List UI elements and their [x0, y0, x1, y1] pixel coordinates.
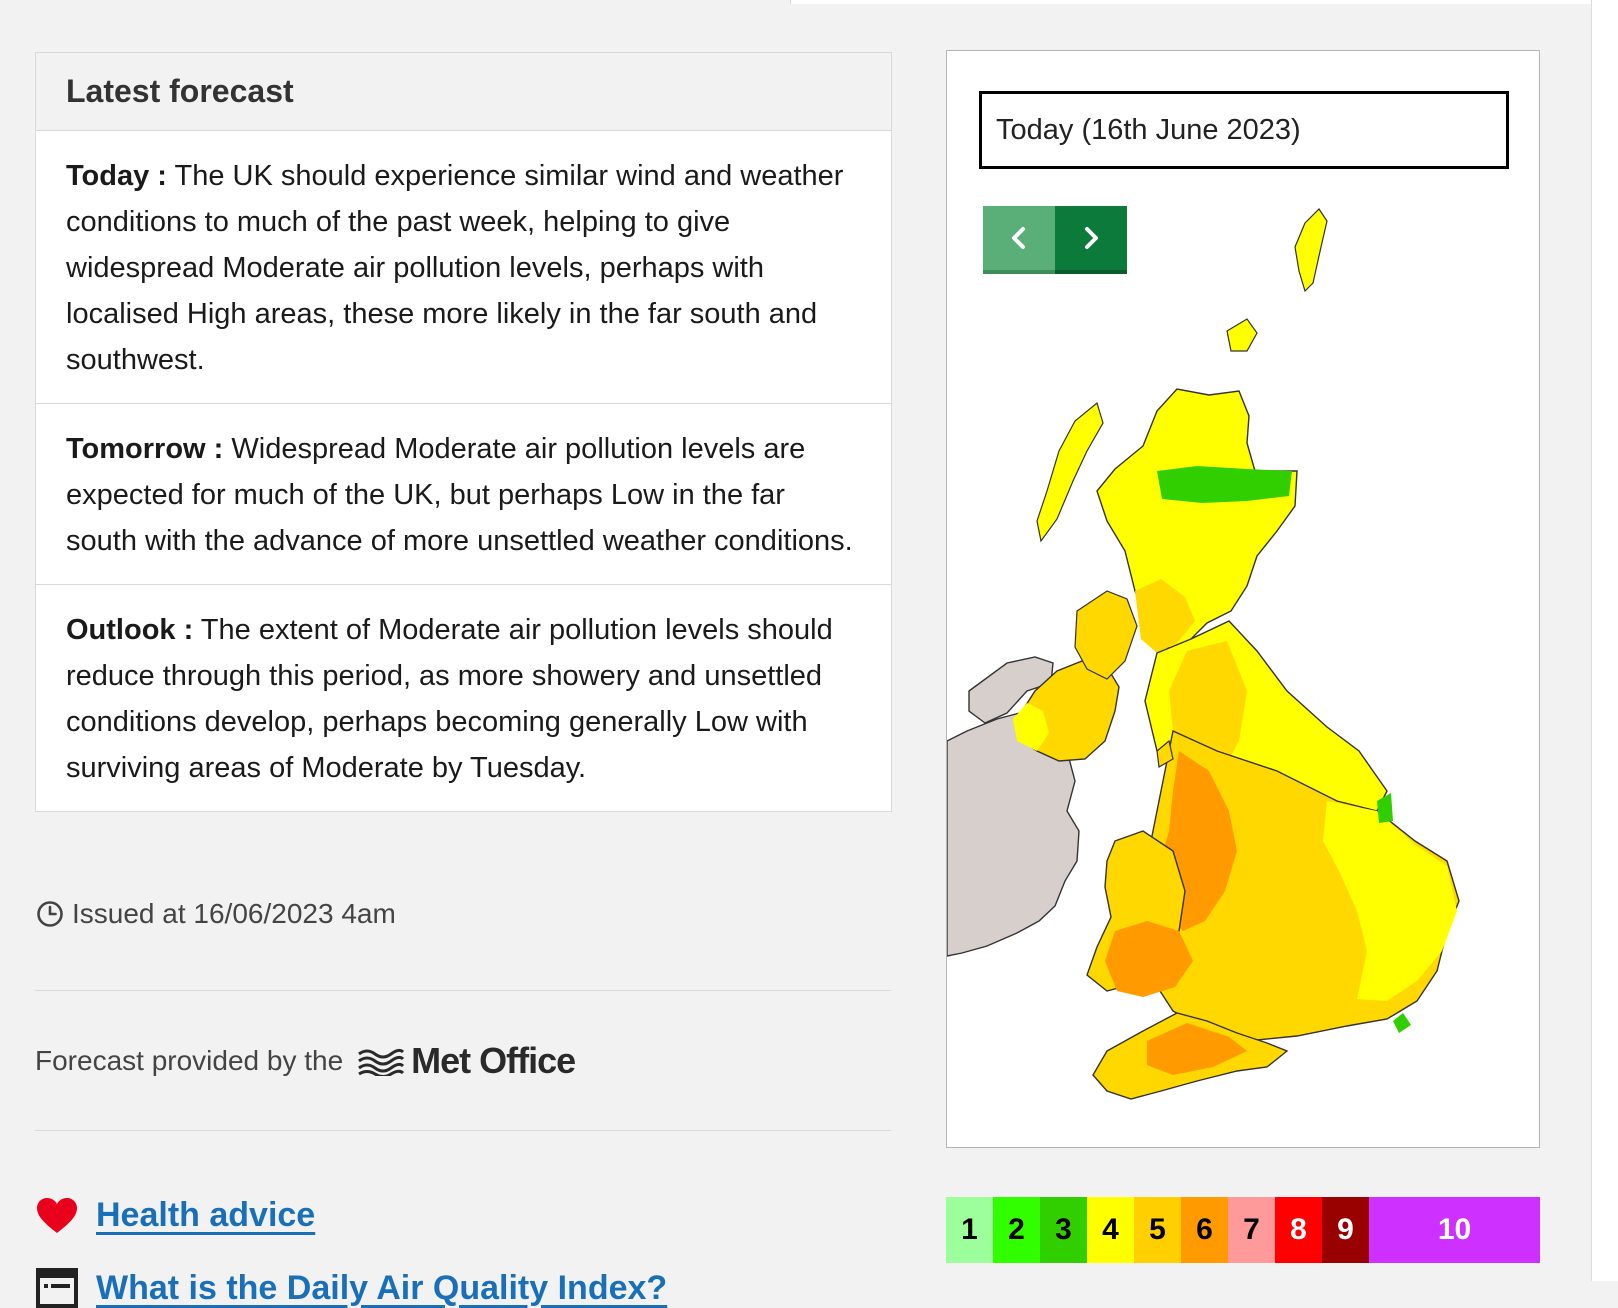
clock-icon: [37, 901, 63, 927]
forecast-tomorrow: Tomorrow : Widespread Moderate air pollu…: [36, 404, 891, 585]
daqi-row: What is the Daily Air Quality Index?: [36, 1268, 667, 1308]
chevron-left-icon: [1012, 227, 1025, 249]
legend-band-2: 2: [993, 1197, 1040, 1263]
legend-band-6: 6: [1181, 1197, 1228, 1263]
south-wales-orange: [1105, 921, 1193, 997]
southeast-green-patch: [1393, 1013, 1411, 1033]
scotland-west-isles: [1036, 401, 1104, 543]
previous-day-button[interactable]: [983, 206, 1055, 274]
forecast-outlook: Outlook : The extent of Moderate air pol…: [36, 585, 891, 811]
shetland: [1294, 208, 1328, 293]
date-selector[interactable]: Today (16th June 2023): [979, 91, 1509, 169]
divider: [35, 1130, 891, 1131]
east-england-yellow: [1323, 801, 1457, 1001]
northern-ireland-yellow-edge: [1013, 703, 1049, 751]
forecast-text: Widespread Moderate air pollution levels…: [66, 433, 853, 557]
forecast-label: Today :: [66, 160, 167, 192]
health-advice-link[interactable]: Health advice: [96, 1196, 316, 1234]
top-tab-edge: [790, 0, 1591, 4]
forecast-text: The UK should experience similar wind an…: [66, 160, 844, 376]
southwest-orange: [1147, 1023, 1247, 1075]
issued-text: Issued at 16/06/2023 4am: [72, 898, 396, 929]
legend-band-4: 4: [1087, 1197, 1134, 1263]
legend-band-8: 8: [1275, 1197, 1322, 1263]
heart-icon: [37, 1197, 77, 1233]
chevron-right-icon: [1085, 227, 1098, 249]
panel-title: Latest forecast: [66, 73, 294, 109]
forecast-label: Tomorrow :: [66, 433, 224, 465]
next-day-button[interactable]: [1055, 206, 1127, 274]
east-coast-green-strip: [1377, 793, 1393, 823]
latest-forecast-panel: Latest forecast Today : The UK should ex…: [35, 52, 892, 812]
scotland-green-band: [1157, 466, 1292, 503]
daqi-legend: 1 2 3 4 5 6 7 8 9 10: [946, 1197, 1540, 1263]
legend-band-10: 10: [1369, 1197, 1540, 1263]
scotland-sw-peninsula: [1074, 590, 1138, 680]
met-office-name: Met Office: [411, 1040, 576, 1081]
legend-band-5: 5: [1134, 1197, 1181, 1263]
met-office-waves-icon: [358, 1048, 405, 1076]
issued-timestamp: Issued at 16/06/2023 4am: [36, 898, 396, 930]
uk-pollution-map[interactable]: [947, 51, 1539, 1147]
isle-of-man: [1156, 739, 1174, 768]
panel-header: Latest forecast: [36, 53, 891, 131]
forecast-provider: Forecast provided by the Met Office: [35, 1040, 576, 1082]
right-page-edge: [1591, 0, 1618, 1281]
forecast-map-panel: Today (16th June 2023): [946, 50, 1540, 1148]
orkney: [1226, 318, 1258, 352]
met-office-logo[interactable]: Met Office: [357, 1040, 576, 1082]
daqi-link[interactable]: What is the Daily Air Quality Index?: [96, 1268, 668, 1307]
provider-text: Forecast provided by the: [35, 1045, 344, 1076]
legend-band-9: 9: [1322, 1197, 1369, 1263]
legend-band-1: 1: [946, 1197, 993, 1263]
forecast-today: Today : The UK should experience similar…: [36, 131, 891, 404]
legend-band-7: 7: [1228, 1197, 1275, 1263]
forecast-label: Outlook :: [66, 614, 194, 646]
list-document-icon: [36, 1268, 78, 1308]
divider: [35, 990, 891, 991]
scotland-south-orange: [1135, 579, 1195, 653]
forecast-text: The extent of Moderate air pollution lev…: [66, 614, 833, 784]
health-advice-row: Health advice: [36, 1196, 315, 1235]
legend-band-3: 3: [1040, 1197, 1087, 1263]
